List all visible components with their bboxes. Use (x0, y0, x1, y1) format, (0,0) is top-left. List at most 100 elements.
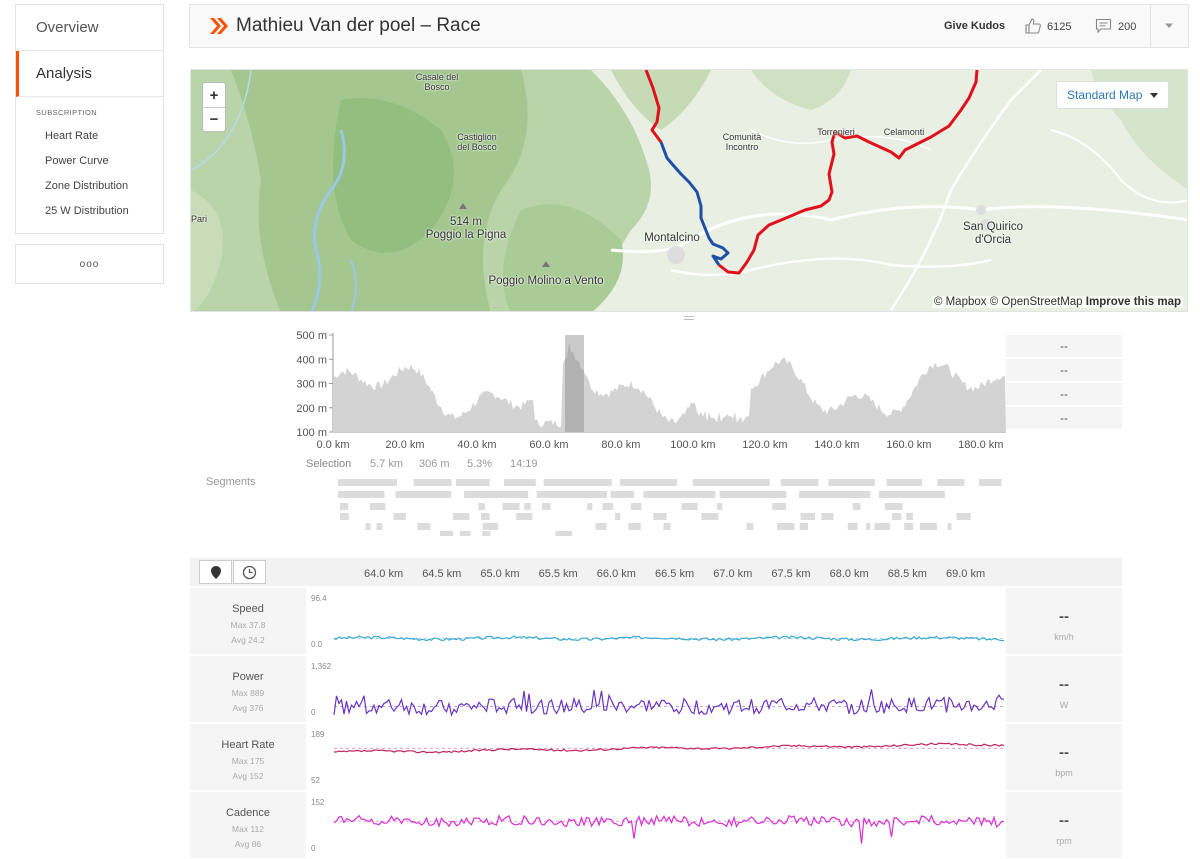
segment-bar[interactable] (643, 491, 716, 498)
elevation-chart[interactable]: 500 m 400 m 300 m 200 m 100 m0.0 km 20.0 km 40… (190, 316, 1188, 456)
segment-bar[interactable] (772, 503, 787, 510)
segment-bar[interactable] (502, 503, 520, 510)
segment-bar[interactable] (543, 479, 612, 486)
segment-bar[interactable] (395, 491, 452, 498)
map-style-dropdown[interactable]: Standard Map (1056, 81, 1169, 109)
segment-bar[interactable] (365, 523, 371, 530)
give-kudos-button[interactable]: Give Kudos (944, 20, 1006, 32)
segment-bar[interactable] (393, 513, 406, 520)
segment-bar[interactable] (956, 513, 971, 520)
segment-bar[interactable] (630, 503, 642, 510)
segment-bar[interactable] (628, 523, 641, 530)
segment-bar[interactable] (478, 503, 485, 510)
comment-count[interactable]: 200 (1118, 21, 1137, 33)
improve-map-link[interactable]: Improve this map (1085, 296, 1181, 308)
segment-bar[interactable] (524, 503, 531, 510)
segment-bar[interactable] (340, 513, 349, 520)
segment-bar[interactable] (746, 523, 754, 530)
segment-bar[interactable] (440, 531, 454, 536)
segment-bar[interactable] (482, 523, 499, 530)
thumbs-up-icon[interactable] (1024, 17, 1042, 35)
segment-bar[interactable] (340, 503, 349, 510)
nav-analysis[interactable]: Analysis (16, 51, 163, 97)
route-map[interactable]: Casale del Bosco Castiglion del Bosco 51… (190, 69, 1188, 312)
segment-bar[interactable] (536, 491, 607, 498)
stream-plot[interactable]: 1,362 0 (306, 656, 1006, 722)
nav-power-curve[interactable]: Power Curve (45, 154, 109, 167)
segment-bar[interactable] (777, 523, 795, 530)
more-actions-button[interactable]: ooo (15, 244, 164, 284)
segment-bar[interactable] (615, 513, 621, 520)
stream-line-chart[interactable] (306, 656, 1006, 722)
stream-plot[interactable]: 189 52 (306, 724, 1006, 790)
segment-bar[interactable] (919, 523, 937, 530)
stream-line-chart[interactable] (306, 792, 1006, 858)
segment-bar[interactable] (719, 491, 787, 498)
segment-bar[interactable] (338, 479, 397, 486)
zoom-in-button[interactable]: + (209, 86, 219, 104)
nav-zone-distribution[interactable]: Zone Distribution (45, 179, 129, 192)
stream-line-chart[interactable] (306, 724, 1006, 790)
segment-bar[interactable] (799, 523, 809, 530)
segment-bar[interactable] (828, 479, 875, 486)
segment-bar[interactable] (455, 479, 490, 486)
segment-bar[interactable] (947, 523, 952, 530)
zoom-out-button[interactable]: − (203, 107, 225, 131)
segment-bar[interactable] (852, 503, 861, 510)
nav-overview[interactable]: Overview (16, 5, 163, 51)
segment-bar[interactable] (459, 531, 471, 536)
segment-bar[interactable] (821, 513, 834, 520)
segment-bar[interactable] (413, 479, 452, 486)
segment-bar[interactable] (452, 513, 470, 520)
segment-bar[interactable] (979, 479, 1002, 486)
segment-bar[interactable] (541, 503, 551, 510)
elevation-selection[interactable] (565, 335, 584, 432)
segment-bar[interactable] (417, 523, 431, 530)
segment-bar[interactable] (587, 503, 593, 510)
segment-bar[interactable] (886, 479, 923, 486)
comment-icon[interactable] (1095, 18, 1112, 34)
kudos-count[interactable]: 6125 (1047, 21, 1072, 33)
segment-bar[interactable] (464, 491, 529, 498)
segment-bar[interactable] (906, 513, 913, 520)
segment-bar[interactable] (701, 513, 719, 520)
segment-bar[interactable] (717, 503, 723, 510)
segment-bar[interactable] (884, 503, 903, 510)
segment-bar[interactable] (878, 491, 945, 498)
stream-line-chart[interactable] (306, 588, 1006, 654)
segment-bar[interactable] (904, 523, 914, 530)
segment-bar[interactable] (780, 479, 819, 486)
nav-25w-distribution[interactable]: 25 W Distribution (45, 204, 129, 217)
segment-bar[interactable] (595, 523, 607, 530)
segment-bar[interactable] (866, 523, 871, 530)
resize-grip-icon[interactable] (684, 316, 694, 320)
segment-bar[interactable] (891, 513, 902, 520)
segment-bar[interactable] (692, 479, 770, 486)
segment-bar[interactable] (847, 523, 858, 530)
time-mode-button[interactable] (233, 560, 266, 584)
segment-bar[interactable] (482, 531, 491, 536)
segment-bar[interactable] (602, 503, 614, 510)
segment-bar[interactable] (376, 523, 383, 530)
segment-bar[interactable] (610, 491, 635, 498)
stream-plot[interactable]: 152 0 (306, 792, 1006, 858)
nav-heart-rate[interactable]: Heart Rate (45, 129, 99, 142)
segment-bar[interactable] (800, 513, 816, 520)
segment-bar[interactable] (555, 531, 572, 536)
segment-bar[interactable] (681, 503, 698, 510)
segment-bar[interactable] (799, 491, 871, 498)
segment-bar[interactable] (937, 479, 965, 486)
segment-bar[interactable] (481, 513, 490, 520)
segment-bar[interactable] (369, 503, 386, 510)
segment-bar[interactable] (619, 479, 678, 486)
segments-chart[interactable] (190, 476, 1188, 536)
segment-bar[interactable] (504, 479, 536, 486)
chevron-down-icon[interactable] (1164, 22, 1174, 30)
segment-bar[interactable] (338, 491, 385, 498)
segment-bar[interactable] (874, 523, 891, 530)
distance-mode-button[interactable] (199, 560, 232, 584)
stream-plot[interactable]: 96.4 0.0 (306, 588, 1006, 654)
segment-bar[interactable] (516, 513, 533, 520)
segment-bar[interactable] (663, 523, 671, 530)
segment-bar[interactable] (653, 513, 667, 520)
